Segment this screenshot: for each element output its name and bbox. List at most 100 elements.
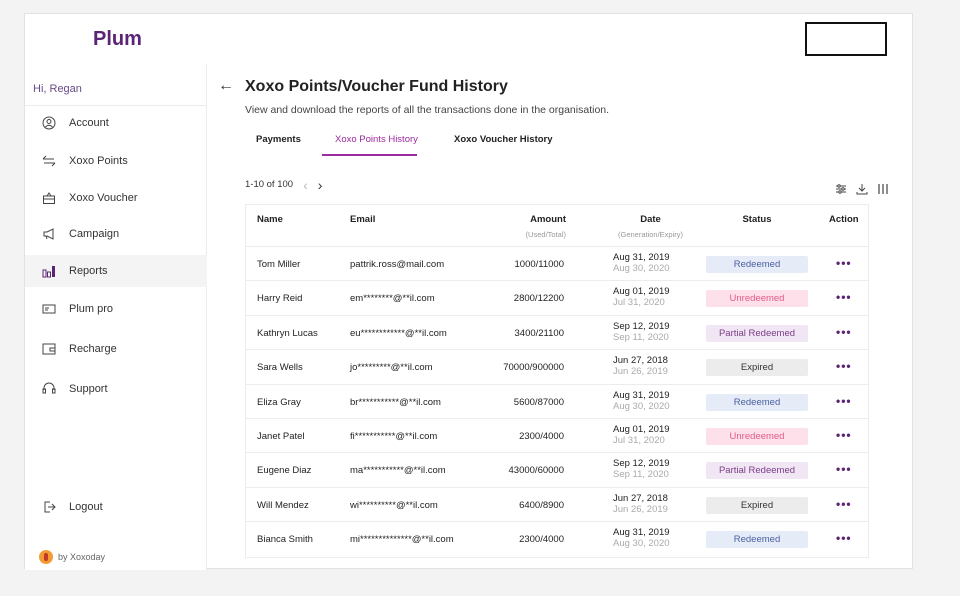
cell-date: Aug 01, 2019 Jul 31, 2020 — [613, 424, 670, 446]
column-header-email: Email — [350, 214, 376, 225]
top-bar: Plum — [25, 14, 912, 64]
cell-name: Tom Miller — [257, 259, 301, 270]
sidebar-item-label: Reports — [69, 265, 108, 277]
page-title: Xoxo Points/Voucher Fund History — [245, 78, 508, 95]
sidebar-item-label: Support — [69, 383, 108, 395]
sidebar-item-label: Account — [69, 117, 109, 129]
generation-date: Aug 01, 2019 — [613, 423, 670, 435]
sidebar-item-reports[interactable]: Reports — [25, 255, 207, 287]
expiry-date: Aug 30, 2020 — [613, 538, 670, 550]
expiry-date: Jun 26, 2019 — [613, 503, 668, 515]
cell-amount: 6400/8900 — [519, 499, 564, 511]
back-arrow-icon[interactable]: ← — [218, 77, 234, 94]
column-header-date-label: Date — [640, 214, 661, 225]
table-row: Tom Miller pattrik.ross@mail.com 1000/1100… — [246, 247, 868, 282]
tab-payments[interactable]: Payments — [256, 134, 301, 145]
bar-chart-icon — [41, 263, 57, 279]
more-actions-icon[interactable]: ••• — [836, 290, 852, 305]
generation-date: Aug 31, 2019 — [613, 527, 670, 539]
column-header-status: Status — [742, 214, 772, 225]
column-header-date: Date (Generation/Expiry) — [613, 214, 688, 239]
app-frame: Plum Hi, Regan Account Xoxo Points Xoxo … — [24, 13, 913, 570]
more-actions-icon[interactable]: ••• — [836, 359, 852, 374]
cell-amount: 70000/900000 — [503, 362, 564, 374]
cell-amount: 2800/12200 — [513, 293, 564, 305]
column-header-amount: Amount (Used/Total) — [506, 214, 566, 239]
tab-xoxo-points-history[interactable]: Xoxo Points History — [335, 134, 418, 145]
expiry-date: Aug 30, 2020 — [613, 400, 670, 412]
next-page-icon[interactable]: › — [317, 176, 323, 193]
table-row: Harry Reid em********@**il.com 2800/12200 A… — [246, 281, 868, 316]
column-header-date-sub: (Generation/Expiry) — [617, 230, 684, 239]
app-logo[interactable]: Plum — [93, 28, 142, 50]
column-header-name: Name — [257, 214, 283, 225]
cell-email: jo*********@**il.com — [350, 362, 433, 374]
expiry-date: Jul 31, 2020 — [613, 297, 665, 309]
more-actions-icon[interactable]: ••• — [836, 256, 852, 270]
status-badge: Redeemed — [706, 256, 808, 273]
cell-name: Janet Patel — [257, 430, 305, 442]
sidebar-item-campaign[interactable]: Campaign — [25, 218, 207, 250]
status-badge: Redeemed — [706, 531, 808, 549]
more-actions-icon[interactable]: ••• — [836, 427, 852, 442]
cell-name: Sara Wells — [257, 362, 303, 374]
cell-name: Kathryn Lucas — [257, 327, 318, 339]
sidebar-item-xoxo-points[interactable]: Xoxo Points — [25, 145, 207, 177]
sidebar-item-plum-pro[interactable]: Plum pro — [25, 293, 207, 325]
generation-date: Jun 27, 2018 — [613, 492, 668, 504]
active-tab-indicator — [322, 154, 417, 156]
table-row: Kathryn Lucas eu************@**il.com 3400… — [246, 316, 868, 351]
more-actions-icon[interactable]: ••• — [836, 496, 852, 511]
download-icon[interactable] — [856, 182, 868, 195]
top-right-box[interactable] — [805, 22, 887, 56]
table-toolbar — [826, 182, 889, 195]
pagination-range: 1-10 of 100 — [245, 179, 294, 190]
recharge-icon — [41, 341, 57, 357]
sidebar-item-xoxo-voucher[interactable]: Xoxo Voucher — [25, 182, 207, 214]
table-header: Name Email Amount (Used/Total) Date (Gen… — [246, 205, 868, 247]
cell-name: Harry Reid — [257, 293, 303, 305]
more-actions-icon[interactable]: ••• — [836, 531, 852, 546]
sidebar-item-account[interactable]: Account — [25, 107, 207, 139]
cell-email: fi***********@**il.com — [350, 430, 438, 442]
cell-date: Jun 27, 2018 Jun 26, 2019 — [613, 493, 668, 515]
card-icon — [41, 301, 57, 317]
status-badge: Expired — [706, 359, 808, 377]
cell-email: em********@**il.com — [350, 293, 435, 305]
account-icon — [41, 115, 57, 131]
status-badge: Unredeemed — [706, 290, 808, 308]
generation-date: Aug 31, 2019 — [613, 389, 670, 401]
logout-button[interactable]: Logout — [25, 491, 207, 523]
more-actions-icon[interactable]: ••• — [836, 324, 852, 339]
cell-date: Sep 12, 2019 Sep 11, 2020 — [613, 321, 670, 343]
expiry-date: Sep 11, 2020 — [613, 469, 669, 481]
sidebar-item-label: Xoxo Points — [69, 155, 128, 167]
more-actions-icon[interactable]: ••• — [836, 462, 852, 477]
table-row: Will Mendez wi**********@**il.com 6400/890… — [246, 488, 868, 523]
columns-icon[interactable] — [877, 182, 889, 194]
table-row: Sara Wells jo*********@**il.com 70000/9000… — [246, 350, 868, 385]
sidebar-item-label: Plum pro — [69, 303, 114, 315]
more-actions-icon[interactable]: ••• — [836, 393, 852, 408]
logout-label: Logout — [69, 501, 103, 513]
tab-xoxo-voucher-history[interactable]: Xoxo Voucher History — [454, 134, 553, 145]
sidebar: Hi, Regan Account Xoxo Points Xoxo Vouch… — [25, 64, 207, 570]
cell-date: Jun 27, 2018 Jun 26, 2019 — [613, 355, 668, 377]
sidebar-item-recharge[interactable]: Recharge — [25, 333, 207, 365]
exchange-icon — [41, 153, 57, 169]
megaphone-icon — [41, 226, 57, 242]
gift-icon — [41, 190, 57, 206]
status-badge: Partial Redeemed — [706, 324, 808, 342]
sidebar-item-support[interactable]: Support — [25, 373, 207, 405]
generation-date: Jun 27, 2018 — [613, 355, 668, 367]
table-row: Janet Patel fi***********@**il.com 2300/40… — [246, 419, 868, 454]
cell-amount: 1000/11000 — [514, 259, 565, 270]
filter-icon[interactable] — [835, 182, 847, 194]
cell-email: eu************@**il.com — [350, 327, 447, 339]
prev-page-icon[interactable]: ‹ — [303, 176, 308, 193]
pagination: 1-10 of 100 ‹ › — [245, 176, 323, 193]
divider — [25, 105, 207, 106]
sidebar-item-label: Campaign — [69, 228, 120, 240]
generation-date: Sep 12, 2019 — [613, 320, 670, 332]
greeting: Hi, Regan — [33, 83, 82, 95]
